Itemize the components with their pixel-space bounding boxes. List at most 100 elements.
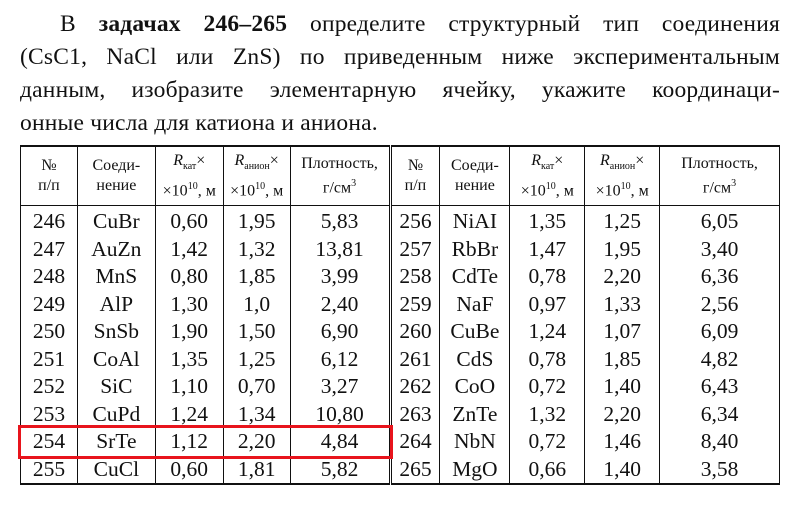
table-cell: 262 bbox=[388, 373, 441, 401]
text-segment: данным, изобразите элементарную ячейку, … bbox=[20, 77, 780, 103]
header-text: × bbox=[635, 151, 645, 169]
table-cell: 258 bbox=[388, 263, 441, 291]
table-cell: CdS bbox=[439, 345, 511, 373]
table-cell: 246 bbox=[20, 205, 78, 236]
table-cell: 1,50 bbox=[222, 318, 291, 346]
table-cell: 1,85 bbox=[222, 263, 291, 291]
table-row: 252 SiC 1,10 0,70 3,27 262 CoO 0,72 1,40 6,43 bbox=[20, 373, 780, 401]
table-cell: 1,0 bbox=[222, 290, 291, 318]
table-cell: ZnTe bbox=[439, 400, 511, 428]
table-cell: 247 bbox=[20, 235, 78, 263]
table-cell: 253 bbox=[20, 400, 78, 428]
table-row: 248 MnS 0,80 1,85 3,99 258 CdTe 0,78 2,20 6,36 bbox=[20, 263, 780, 291]
table-cell: 6,12 bbox=[289, 345, 391, 373]
table-cell: 257 bbox=[388, 235, 441, 263]
header-line: Rанион× bbox=[585, 151, 659, 177]
table-cell: 252 bbox=[20, 373, 78, 401]
header-text: нение bbox=[454, 177, 495, 194]
table-cell: 1,47 bbox=[509, 235, 586, 263]
header-line: № bbox=[21, 156, 77, 176]
table-cell: 0,72 bbox=[509, 373, 586, 401]
table-cell: 249 bbox=[20, 290, 78, 318]
table-cell: RbBr bbox=[439, 235, 511, 263]
table-cell: AuZn bbox=[76, 235, 156, 263]
table-cell: 2,56 bbox=[659, 290, 780, 318]
table-cell: 0,60 bbox=[154, 205, 224, 236]
table-cell: 2,20 bbox=[584, 263, 661, 291]
table-cell: 1,35 bbox=[154, 345, 224, 373]
intro-paragraph: В задачах 246–265 определите структурный… bbox=[20, 8, 780, 140]
text-line: онные числа для катиона и аниона. bbox=[20, 107, 780, 140]
header-text: , м bbox=[555, 182, 574, 200]
header-text: × bbox=[554, 151, 564, 169]
header-text: 10 bbox=[187, 180, 198, 192]
header-text: 3 bbox=[351, 177, 357, 189]
table-row: 254 SrTe 1,12 2,20 4,84 264 NbN 0,72 1,46 8,40 bbox=[20, 428, 780, 456]
header-line: ×1010, м bbox=[585, 177, 659, 201]
table-cell: 6,43 bbox=[659, 373, 780, 401]
header-text: 3 bbox=[731, 177, 737, 189]
header-line: Плотность, bbox=[660, 154, 779, 174]
table-cell: 1,90 bbox=[154, 318, 224, 346]
header-line: Rанион× bbox=[224, 151, 290, 177]
table-cell: 248 bbox=[20, 263, 78, 291]
table-cell: CoAl bbox=[76, 345, 156, 373]
table-cell: 3,40 bbox=[659, 235, 780, 263]
header-text: Соеди- bbox=[92, 157, 141, 174]
table-cell: 1,30 bbox=[154, 290, 224, 318]
text-segment: (CsC1, NaCl или ZnS) по приведенным ниже… bbox=[20, 44, 780, 70]
table-cell: 1,10 bbox=[154, 373, 224, 401]
data-table: № п/п Соеди-нение Rкат× ×1010, м Rанион× ×1010… bbox=[20, 145, 780, 485]
header-line: Плотность, bbox=[291, 154, 389, 174]
table-cell: 260 bbox=[388, 318, 441, 346]
header-text: кат bbox=[541, 160, 555, 172]
table-cell: 6,09 bbox=[659, 318, 780, 346]
header-text: № bbox=[407, 157, 424, 174]
table-cell: CuPd bbox=[76, 400, 156, 428]
table-cell: 0,78 bbox=[509, 263, 586, 291]
text-line: данным, изобразите элементарную ячейку, … bbox=[20, 74, 780, 107]
header-text: ×10 bbox=[230, 182, 256, 200]
header-text: 10 bbox=[545, 180, 556, 192]
header-line: ×1010, м bbox=[224, 177, 290, 201]
header-cell: Rанион× ×1010, м bbox=[222, 145, 291, 206]
table-cell: 255 bbox=[20, 455, 78, 485]
table-cell: 0,97 bbox=[509, 290, 586, 318]
table-cell: 0,66 bbox=[509, 455, 586, 485]
table-cell: 1,85 bbox=[584, 345, 661, 373]
header-line: ×1010, м bbox=[510, 177, 584, 201]
header-text: п/п bbox=[404, 177, 427, 194]
table-row: 246 CuBr 0,60 1,95 5,83 256 NiAI 1,35 1,25 6,05 bbox=[20, 205, 780, 236]
table-cell: AlP bbox=[76, 290, 156, 318]
header-line: № bbox=[392, 156, 440, 176]
header-text: анион bbox=[609, 160, 636, 172]
header-line: Соеди- bbox=[78, 156, 155, 176]
table-row: 249 AlP 1,30 1,0 2,40 259 NaF 0,97 1,33 2,56 bbox=[20, 290, 780, 318]
table-cell: 1,35 bbox=[509, 205, 586, 236]
table-cell: 261 bbox=[388, 345, 441, 373]
table-cell: 13,81 bbox=[289, 235, 391, 263]
table-row: 250 SnSb 1,90 1,50 6,90 260 CuBe 1,24 1,07 6,09 bbox=[20, 318, 780, 346]
table-cell: 2,20 bbox=[222, 428, 291, 456]
header-cell: Rкат× ×1010, м bbox=[154, 145, 224, 206]
table-cell: 3,27 bbox=[289, 373, 391, 401]
table-row: 253 CuPd 1,24 1,34 10,80 263 ZnTe 1,32 2,20 6,34 bbox=[20, 400, 780, 428]
header-text: Соеди- bbox=[451, 157, 499, 174]
table-cell: 1,40 bbox=[584, 373, 661, 401]
table-cell: 251 bbox=[20, 345, 78, 373]
header-cell: Соеди-нение bbox=[76, 145, 156, 206]
header-line: Rкат× bbox=[510, 151, 584, 177]
header-cell: Rкат× ×1010, м bbox=[509, 145, 586, 206]
table-cell: 1,12 bbox=[154, 428, 224, 456]
table-cell: CdTe bbox=[439, 263, 511, 291]
table-cell: 6,90 bbox=[289, 318, 391, 346]
header-text: × bbox=[196, 151, 206, 169]
table-cell: 0,60 bbox=[154, 455, 224, 485]
header-text: ×10 bbox=[595, 182, 621, 200]
header-text: 10 bbox=[255, 180, 266, 192]
table-cell: MgO bbox=[439, 455, 511, 485]
header-text: нение bbox=[96, 177, 137, 194]
table-cell: CuCl bbox=[76, 455, 156, 485]
table-cell: 6,36 bbox=[659, 263, 780, 291]
header-cell: Rанион× ×1010, м bbox=[584, 145, 661, 206]
